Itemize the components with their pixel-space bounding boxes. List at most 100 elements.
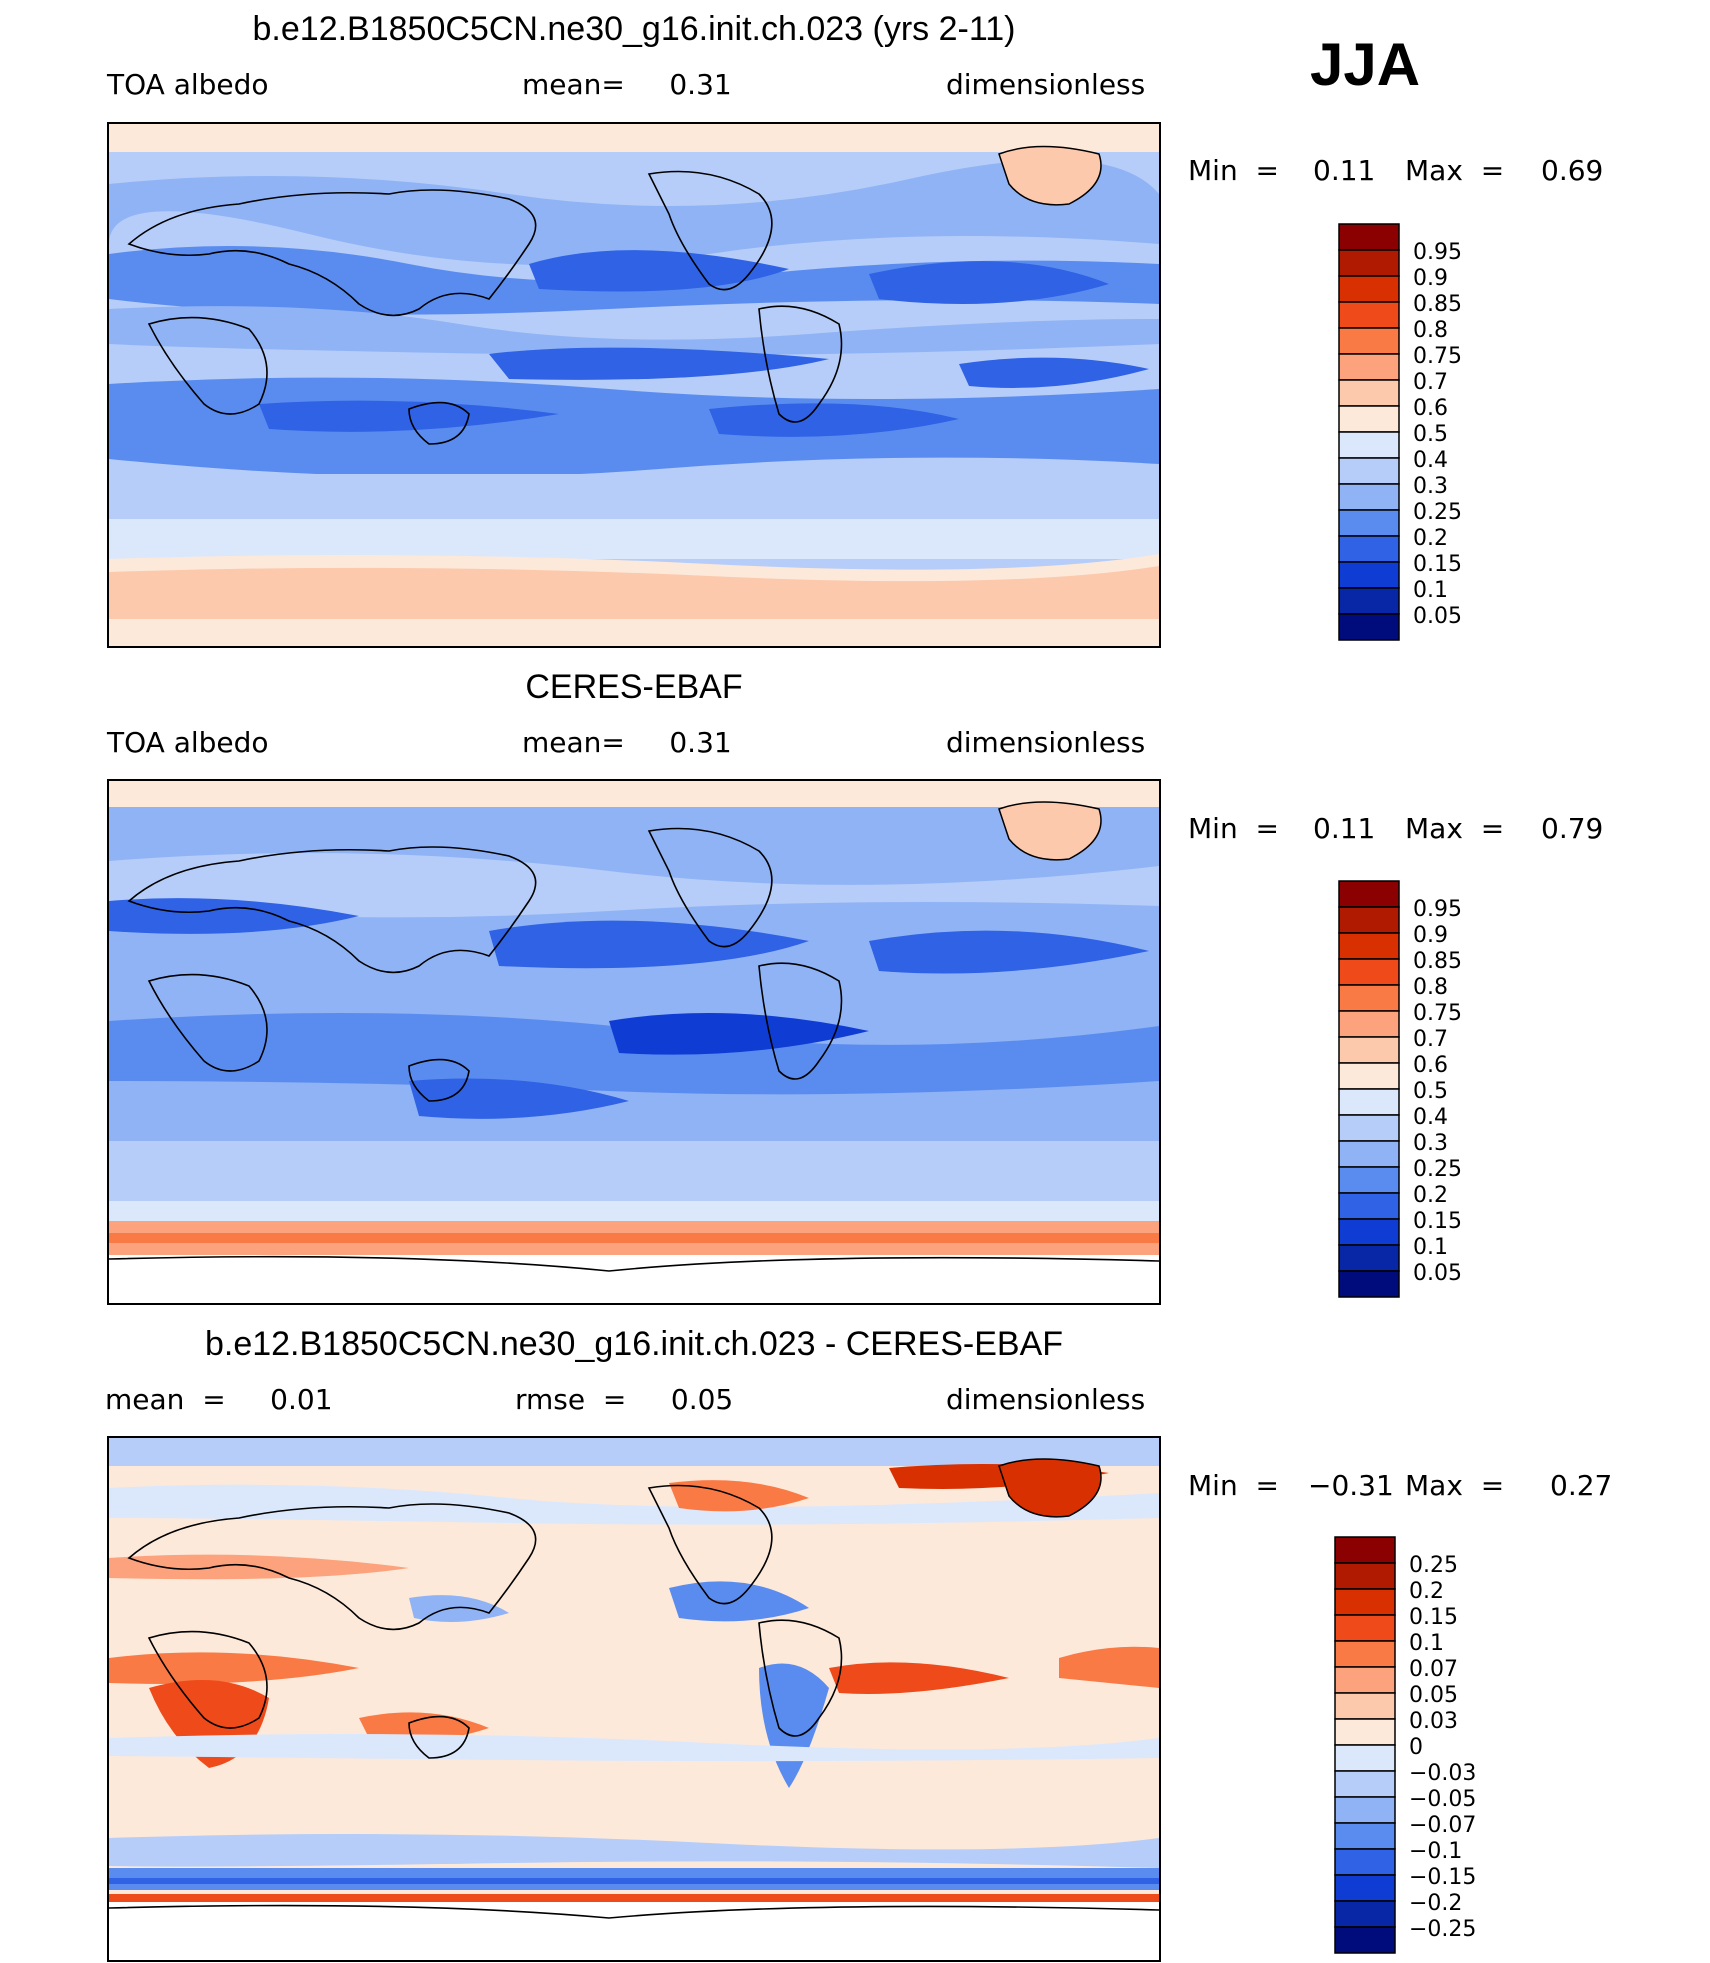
colorbar-tick-label: 0.1 [1413,1235,1448,1260]
colorbar-tick-label: 0.07 [1409,1657,1458,1682]
colorbar-tick-label: 0.3 [1413,1131,1448,1156]
colorbar-swatch [1338,483,1400,511]
colorbar-swatch [1338,1036,1400,1064]
colorbar-tick-label: 0.4 [1413,448,1448,473]
colorbar-tick-label: 0.5 [1413,422,1448,447]
colorbar-tick-label: 0.85 [1413,292,1462,317]
colorbar-tick-label: 0.4 [1413,1105,1448,1130]
panel-1-map [107,122,1161,648]
panel-3-max-value: 0.27 [1550,1469,1613,1502]
colorbar-tick-label: 0.15 [1413,552,1462,577]
colorbar-tick-label: 0.8 [1413,975,1448,1000]
colorbar-swatch [1334,1822,1396,1850]
panel-2-title: CERES-EBAF [525,668,743,706]
colorbar-swatch [1338,457,1400,485]
colorbar-swatch [1334,1926,1396,1954]
colorbar-swatch [1338,509,1400,537]
colorbar-swatch [1338,431,1400,459]
colorbar-swatch [1334,1874,1396,1902]
colorbar-tick-label: 0.15 [1413,1209,1462,1234]
panel-3-mean-label: mean = 0.01 [105,1383,333,1416]
panel-3-max-label: Max = [1405,1469,1505,1502]
colorbar-tick-label: 0.9 [1413,923,1448,948]
colorbar-swatch [1338,249,1400,277]
panel-1-units-label: dimensionless [946,68,1146,101]
colorbar-swatch [1338,1140,1400,1168]
colorbar-tick-label: −0.05 [1409,1787,1476,1812]
colorbar-tick-label: −0.2 [1409,1891,1462,1916]
colorbar-tick-label: −0.25 [1409,1917,1476,1942]
colorbar-tick-label: 0.15 [1409,1605,1458,1630]
panel-1-min-label: Min = [1188,154,1279,187]
colorbar-swatch [1334,1536,1396,1564]
colorbar-swatch [1338,958,1400,986]
panel-3-rmse-label: rmse = 0.05 [515,1383,734,1416]
colorbar-tick-label: 0.6 [1413,396,1448,421]
colorbar-swatch [1338,613,1400,641]
colorbar-swatch [1338,535,1400,563]
colorbar-swatch [1334,1640,1396,1668]
panel-1-mean-label: mean= 0.31 [522,68,732,101]
colorbar-swatch [1334,1562,1396,1590]
colorbar-tick-label: 0.2 [1413,526,1448,551]
colorbar-tick-label: −0.15 [1409,1865,1476,1890]
colorbar-tick-label: 0.75 [1413,344,1462,369]
colorbar-tick-label: −0.07 [1409,1813,1476,1838]
panel-1-colorbar: 0.95 0.9 0.85 0.8 0.75 0.7 0.6 0.5 0.4 0.3 0.25 0.2… [1337,222,1577,642]
colorbar-tick-label: 0.05 [1413,604,1462,629]
colorbar-swatch [1334,1796,1396,1824]
panel-2-max-value: 0.79 [1541,812,1604,845]
colorbar-tick-label: 0.05 [1413,1261,1462,1286]
colorbar-swatch [1338,1088,1400,1116]
panel-2-mean-label: mean= 0.31 [522,726,732,759]
colorbar-tick-label: 0.2 [1409,1579,1444,1604]
colorbar-swatch [1334,1666,1396,1694]
colorbar-tick-label: 0.6 [1413,1053,1448,1078]
colorbar-swatch [1338,932,1400,960]
colorbar-swatch [1338,561,1400,589]
colorbar-tick-label: 0.75 [1413,1001,1462,1026]
colorbar-tick-label: 0.25 [1409,1553,1458,1578]
colorbar-swatch [1334,1718,1396,1746]
colorbar-tick-label: 0.8 [1413,318,1448,343]
panel-3-title: b.e12.B1850C5CN.ne30_g16.init.ch.023 - C… [204,1325,1064,1363]
panel-1-min-value: 0.11 [1313,154,1376,187]
colorbar-swatch [1338,223,1400,251]
colorbar-tick-label: 0.7 [1413,370,1448,395]
colorbar-swatch [1338,1244,1400,1272]
panel-3-min-value: −0.31 [1308,1469,1394,1502]
colorbar-swatch [1338,405,1400,433]
colorbar-swatch [1338,1114,1400,1142]
colorbar-tick-label: 0.7 [1413,1027,1448,1052]
colorbar-tick-label: 0.25 [1413,1157,1462,1182]
panel-3-units-label: dimensionless [946,1383,1146,1416]
colorbar-tick-label: 0.2 [1413,1183,1448,1208]
panel-2-units-label: dimensionless [946,726,1146,759]
panel-1-title: b.e12.B1850C5CN.ne30_g16.init.ch.023 (yr… [252,10,1016,48]
colorbar-swatch [1338,880,1400,908]
panel-2-min-label: Min = [1188,812,1279,845]
colorbar-swatch [1338,984,1400,1012]
panel-2-map [107,779,1161,1305]
colorbar-tick-label: 0.25 [1413,500,1462,525]
panel-1-max-label: Max = [1405,154,1505,187]
colorbar-swatch [1334,1692,1396,1720]
colorbar-swatch [1334,1744,1396,1772]
colorbar-swatch [1338,275,1400,303]
colorbar-tick-label: 0.1 [1409,1631,1444,1656]
colorbar-swatch [1338,327,1400,355]
colorbar-swatch [1338,353,1400,381]
colorbar-tick-label: −0.1 [1409,1839,1462,1864]
panel-2-max-label: Max = [1405,812,1505,845]
colorbar-swatch [1334,1588,1396,1616]
colorbar-tick-label: 0.1 [1413,578,1448,603]
colorbar-swatch [1338,1270,1400,1298]
colorbar-tick-label: −0.03 [1409,1761,1476,1786]
colorbar-swatch [1338,906,1400,934]
panel-1-variable-label: TOA albedo [107,68,269,101]
panel-2-variable-label: TOA albedo [107,726,269,759]
panel-3-colorbar: 0.25 0.2 0.15 0.1 0.07 0.05 0.03 0 −0.03 −0.05 −0.… [1333,1535,1573,1955]
colorbar-swatch [1338,379,1400,407]
colorbar-swatch [1334,1614,1396,1642]
colorbar-tick-label: 0.03 [1409,1709,1458,1734]
